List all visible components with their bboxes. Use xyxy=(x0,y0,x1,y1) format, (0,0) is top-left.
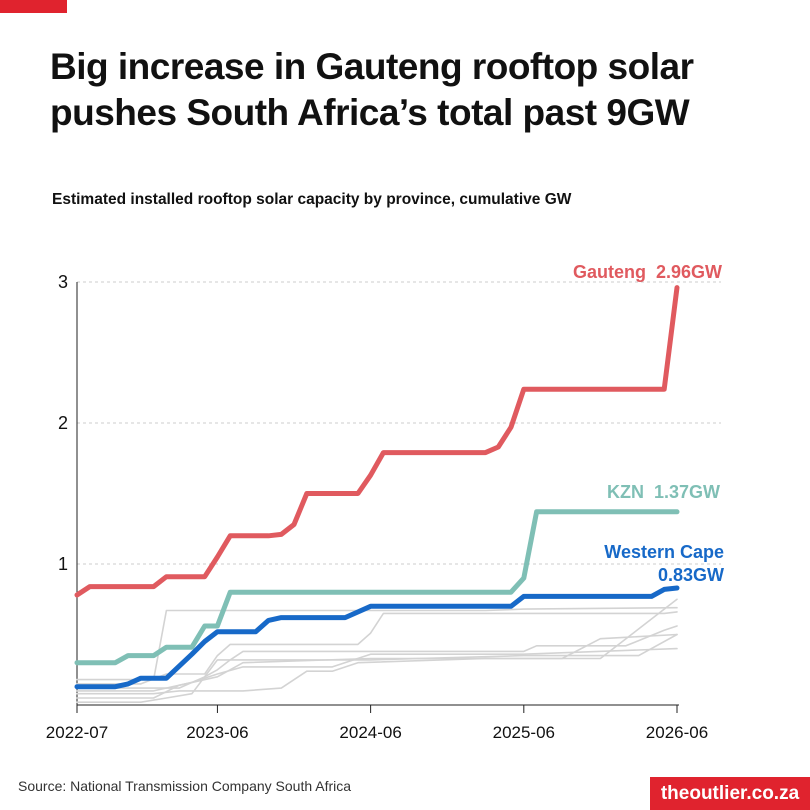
series-line-western-cape xyxy=(74,585,680,690)
series-line-other-7 xyxy=(76,598,678,695)
series-label-kzn: KZN 1.37GW xyxy=(607,482,720,502)
highlighted-province-lines xyxy=(74,285,680,690)
series-label-gauteng: Gauteng 2.96GW xyxy=(573,262,722,282)
x-tick-label: 2022-07 xyxy=(46,723,108,742)
series-label-western-cape: 0.83GW xyxy=(658,565,724,585)
series-labels: Gauteng 2.96GW KZN 1.37GW Western Cape 0.83… xyxy=(573,262,724,585)
axes: 1 2 3 2022-07 2023-06 2024-06 2025-06 2026-06 xyxy=(46,272,708,742)
y-tick-label: 2 xyxy=(58,413,68,433)
line-chart: 1 2 3 2022-07 2023-06 2024-06 2025-06 2026-06 G… xyxy=(46,262,724,742)
accent-bar xyxy=(0,0,67,13)
chart-subtitle: Estimated installed rooftop solar capaci… xyxy=(52,191,572,208)
chart-title: Big increase in Gauteng rooftop solar pu… xyxy=(50,46,694,133)
other-provinces-lines xyxy=(76,598,678,704)
x-tick-label: 2026-06 xyxy=(646,723,708,742)
y-tick-label: 3 xyxy=(58,272,68,292)
x-tick-label: 2025-06 xyxy=(493,723,555,742)
x-tick-label: 2023-06 xyxy=(186,723,248,742)
source-note: Source: National Transmission Company So… xyxy=(18,778,352,794)
series-line-kzn xyxy=(74,509,680,666)
x-tick-label: 2024-06 xyxy=(339,723,401,742)
y-tick-label: 1 xyxy=(58,554,68,574)
grid-lines xyxy=(77,281,721,565)
brand-badge[interactable]: theoutlier.co.za xyxy=(650,777,810,810)
series-line-gauteng xyxy=(74,285,680,598)
series-label-western-cape: Western Cape xyxy=(604,542,724,562)
series-line-other-3 xyxy=(76,606,678,681)
series-line-other-8 xyxy=(76,633,678,704)
series-line-other-9 xyxy=(76,647,678,692)
